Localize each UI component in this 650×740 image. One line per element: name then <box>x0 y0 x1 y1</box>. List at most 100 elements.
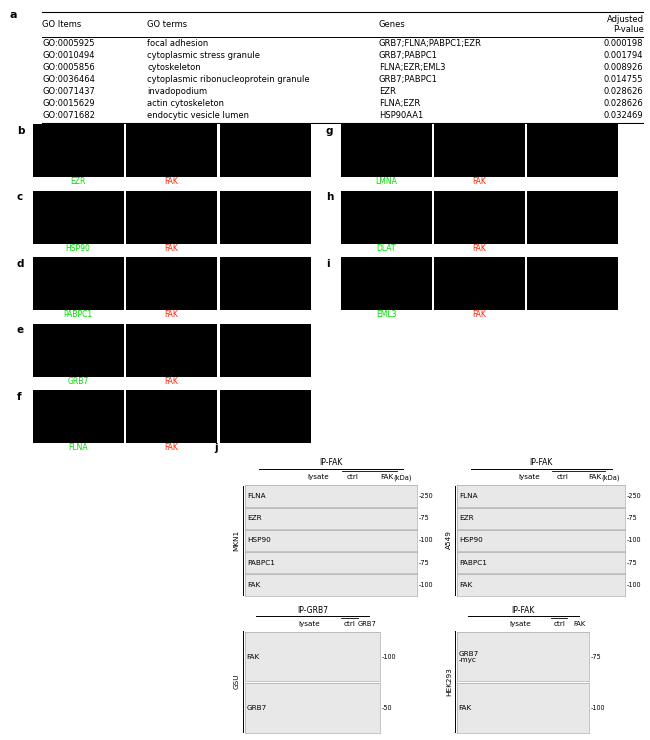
Text: i: i <box>326 259 330 269</box>
Text: b: b <box>17 126 25 136</box>
Text: 0.028626: 0.028626 <box>604 99 644 108</box>
Text: GRB7: GRB7 <box>246 705 266 711</box>
Text: FLNA;EZR;EML3: FLNA;EZR;EML3 <box>379 63 445 72</box>
Text: IP-FAK: IP-FAK <box>530 458 553 468</box>
Text: GO:0005925: GO:0005925 <box>42 38 95 47</box>
Text: GO:0071437: GO:0071437 <box>42 87 95 96</box>
Text: merge: merge <box>253 377 278 386</box>
Text: FLNA: FLNA <box>459 493 478 499</box>
Text: PABPC1: PABPC1 <box>459 559 487 566</box>
Text: -100: -100 <box>627 582 642 588</box>
Text: HSP90: HSP90 <box>459 537 483 543</box>
Text: FAK: FAK <box>459 582 473 588</box>
Text: GRB7;PABPC1: GRB7;PABPC1 <box>379 51 438 60</box>
Text: focal adhesion: focal adhesion <box>148 38 209 47</box>
Text: HSP90AA1: HSP90AA1 <box>379 112 423 121</box>
Text: 0.028626: 0.028626 <box>604 87 644 96</box>
Text: FAK: FAK <box>589 474 602 480</box>
Text: EZR: EZR <box>247 515 261 521</box>
Text: merge: merge <box>253 177 278 186</box>
Text: FAK: FAK <box>473 177 486 186</box>
Text: j: j <box>214 443 218 453</box>
Text: GRB7;PABPC1: GRB7;PABPC1 <box>379 75 438 84</box>
Text: 0.008926: 0.008926 <box>604 63 644 72</box>
Text: FAK: FAK <box>473 243 486 252</box>
Text: -75: -75 <box>419 515 430 521</box>
Text: GO:0036464: GO:0036464 <box>42 75 95 84</box>
Text: FLNA;EZR: FLNA;EZR <box>379 99 420 108</box>
Text: merge: merge <box>560 177 584 186</box>
Text: -100: -100 <box>382 654 396 660</box>
Text: GRB7;FLNA;PABPC1;EZR: GRB7;FLNA;PABPC1;EZR <box>379 38 482 47</box>
Text: merge: merge <box>253 310 278 319</box>
Text: -75: -75 <box>591 654 602 660</box>
Text: FAK: FAK <box>573 621 585 627</box>
Text: HEK293: HEK293 <box>446 667 452 696</box>
Text: endocytic vesicle lumen: endocytic vesicle lumen <box>148 112 250 121</box>
Text: GSU: GSU <box>233 673 239 689</box>
Text: merge: merge <box>253 443 278 452</box>
Text: HSP90: HSP90 <box>66 243 90 252</box>
Text: actin cytoskeleton: actin cytoskeleton <box>148 99 224 108</box>
Text: merge: merge <box>560 243 584 252</box>
Text: EML3: EML3 <box>376 310 396 319</box>
Text: EZR: EZR <box>379 87 396 96</box>
Text: ctrl: ctrl <box>556 474 568 480</box>
Text: lysate: lysate <box>308 474 330 480</box>
Text: FAK: FAK <box>473 310 486 319</box>
Text: FAK: FAK <box>247 582 260 588</box>
Text: 0.014755: 0.014755 <box>604 75 644 84</box>
Text: -75: -75 <box>419 559 430 566</box>
Text: PABPC1: PABPC1 <box>247 559 275 566</box>
Text: (kDa): (kDa) <box>393 474 412 481</box>
Text: A549: A549 <box>446 531 452 550</box>
Text: FAK: FAK <box>164 177 179 186</box>
Text: -50: -50 <box>382 705 393 711</box>
Text: MKN1: MKN1 <box>233 530 239 551</box>
Text: PABPC1: PABPC1 <box>64 310 92 319</box>
Text: FAK: FAK <box>164 377 179 386</box>
Text: -100: -100 <box>591 705 606 711</box>
Text: GO Items: GO Items <box>42 20 81 29</box>
Text: 0.000198: 0.000198 <box>604 38 644 47</box>
Text: -100: -100 <box>419 582 434 588</box>
Text: GO:0071682: GO:0071682 <box>42 112 95 121</box>
Text: cytoskeleton: cytoskeleton <box>148 63 201 72</box>
Text: -100: -100 <box>419 537 434 543</box>
Text: IP-FAK: IP-FAK <box>319 458 343 468</box>
Text: EZR: EZR <box>459 515 474 521</box>
Text: Genes: Genes <box>379 20 406 29</box>
Text: lysate: lysate <box>299 621 320 627</box>
Text: invadopodium: invadopodium <box>148 87 207 96</box>
Text: merge: merge <box>253 243 278 252</box>
Text: cytoplasmic ribonucleoprotein granule: cytoplasmic ribonucleoprotein granule <box>148 75 310 84</box>
Text: -75: -75 <box>627 559 638 566</box>
Text: (kDa): (kDa) <box>602 474 620 481</box>
Text: d: d <box>17 259 25 269</box>
Text: f: f <box>17 391 21 402</box>
Text: -250: -250 <box>419 493 434 499</box>
Text: a: a <box>10 10 18 20</box>
Text: -250: -250 <box>627 493 642 499</box>
Text: e: e <box>17 326 24 335</box>
Text: Adjusted
P-value: Adjusted P-value <box>606 15 644 34</box>
Text: FAK: FAK <box>164 243 179 252</box>
Text: cytoplasmic stress granule: cytoplasmic stress granule <box>148 51 261 60</box>
Text: IP-GRB7: IP-GRB7 <box>297 606 328 615</box>
Text: -75: -75 <box>627 515 638 521</box>
Text: DLAT: DLAT <box>377 243 396 252</box>
Text: FLNA: FLNA <box>68 443 88 452</box>
Text: FAK: FAK <box>164 443 179 452</box>
Text: GRB7
-myc: GRB7 -myc <box>459 650 479 663</box>
Text: EZR: EZR <box>70 177 86 186</box>
Text: merge: merge <box>560 310 584 319</box>
Text: ctrl: ctrl <box>346 474 359 480</box>
Text: FLNA: FLNA <box>247 493 265 499</box>
Text: g: g <box>326 126 333 136</box>
Text: 0.032469: 0.032469 <box>604 112 644 121</box>
Text: h: h <box>326 192 333 202</box>
Text: FAK: FAK <box>164 310 179 319</box>
Text: ctrl: ctrl <box>344 621 356 627</box>
Text: GRB7: GRB7 <box>68 377 88 386</box>
Text: GO:0005856: GO:0005856 <box>42 63 95 72</box>
